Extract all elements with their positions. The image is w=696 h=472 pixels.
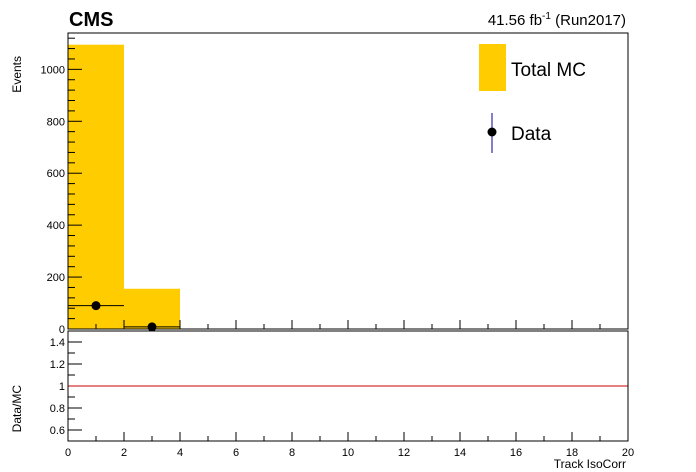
y-tick-label: 200 (47, 272, 65, 284)
luminosity-label: 41.56 fb-1 (Run2017) (488, 11, 626, 29)
ratio-axis-ticks: 0.6 0.8 1 1.2 1.4 0 2 4 6 8 10 12 14 16 18 20 (50, 330, 634, 459)
ratio-y-tick-label: 1.4 (50, 337, 65, 349)
ratio-frame (67, 330, 629, 442)
mc-bar (124, 288, 180, 329)
main-frame (67, 32, 629, 330)
lumi-exponent: -1 (542, 11, 551, 22)
legend: Total MC Data (479, 44, 586, 153)
ratio-y-tick-label: 1.2 (50, 359, 65, 371)
x-tick-label: 14 (454, 447, 466, 459)
x-tick-label: 0 (65, 447, 71, 459)
x-tick-label: 16 (510, 447, 522, 459)
x-tick-label: 10 (342, 447, 354, 459)
mc-histogram (68, 44, 180, 330)
ratio-y-axis-label: Data/MC (10, 385, 24, 433)
x-tick-label: 18 (566, 447, 578, 459)
experiment-label: CMS (69, 9, 113, 31)
data-point (91, 301, 101, 311)
mc-bar (68, 44, 124, 330)
ratio-y-tick-label: 0.8 (50, 403, 65, 415)
data-point (147, 322, 157, 332)
x-tick-label: 20 (622, 447, 634, 459)
x-tick-label: 6 (233, 447, 239, 459)
legend-data-marker (487, 127, 497, 137)
y-tick-label: 0 (59, 324, 65, 336)
main-y-axis-label: Events (10, 56, 24, 93)
legend-mc-swatch (479, 44, 506, 91)
x-tick-label: 12 (398, 447, 410, 459)
legend-data-label: Data (511, 124, 552, 145)
y-tick-label: 600 (47, 168, 65, 180)
ratio-plot-panel: 0.6 0.8 1 1.2 1.4 0 2 4 6 8 10 12 14 16 18 20 Data/MC T… (10, 330, 634, 471)
y-tick-label: 800 (47, 116, 65, 128)
x-tick-label: 2 (121, 447, 127, 459)
main-plot-panel: 0 200 400 600 800 1000 Events (10, 32, 629, 336)
x-axis-label: Track IsoCorr (554, 457, 626, 471)
main-axis-ticks: 0 200 400 600 800 1000 (41, 37, 629, 336)
y-tick-label: 1000 (41, 64, 65, 76)
x-tick-label: 4 (177, 447, 183, 459)
lumi-run: (Run2017) (551, 12, 626, 29)
ratio-y-tick-label: 0.6 (50, 425, 65, 437)
y-tick-label: 400 (47, 220, 65, 232)
legend-mc-label: Total MC (511, 60, 586, 81)
x-tick-label: 8 (289, 447, 295, 459)
ratio-y-tick-label: 1 (59, 381, 65, 393)
lumi-value: 41.56 fb (488, 12, 542, 29)
